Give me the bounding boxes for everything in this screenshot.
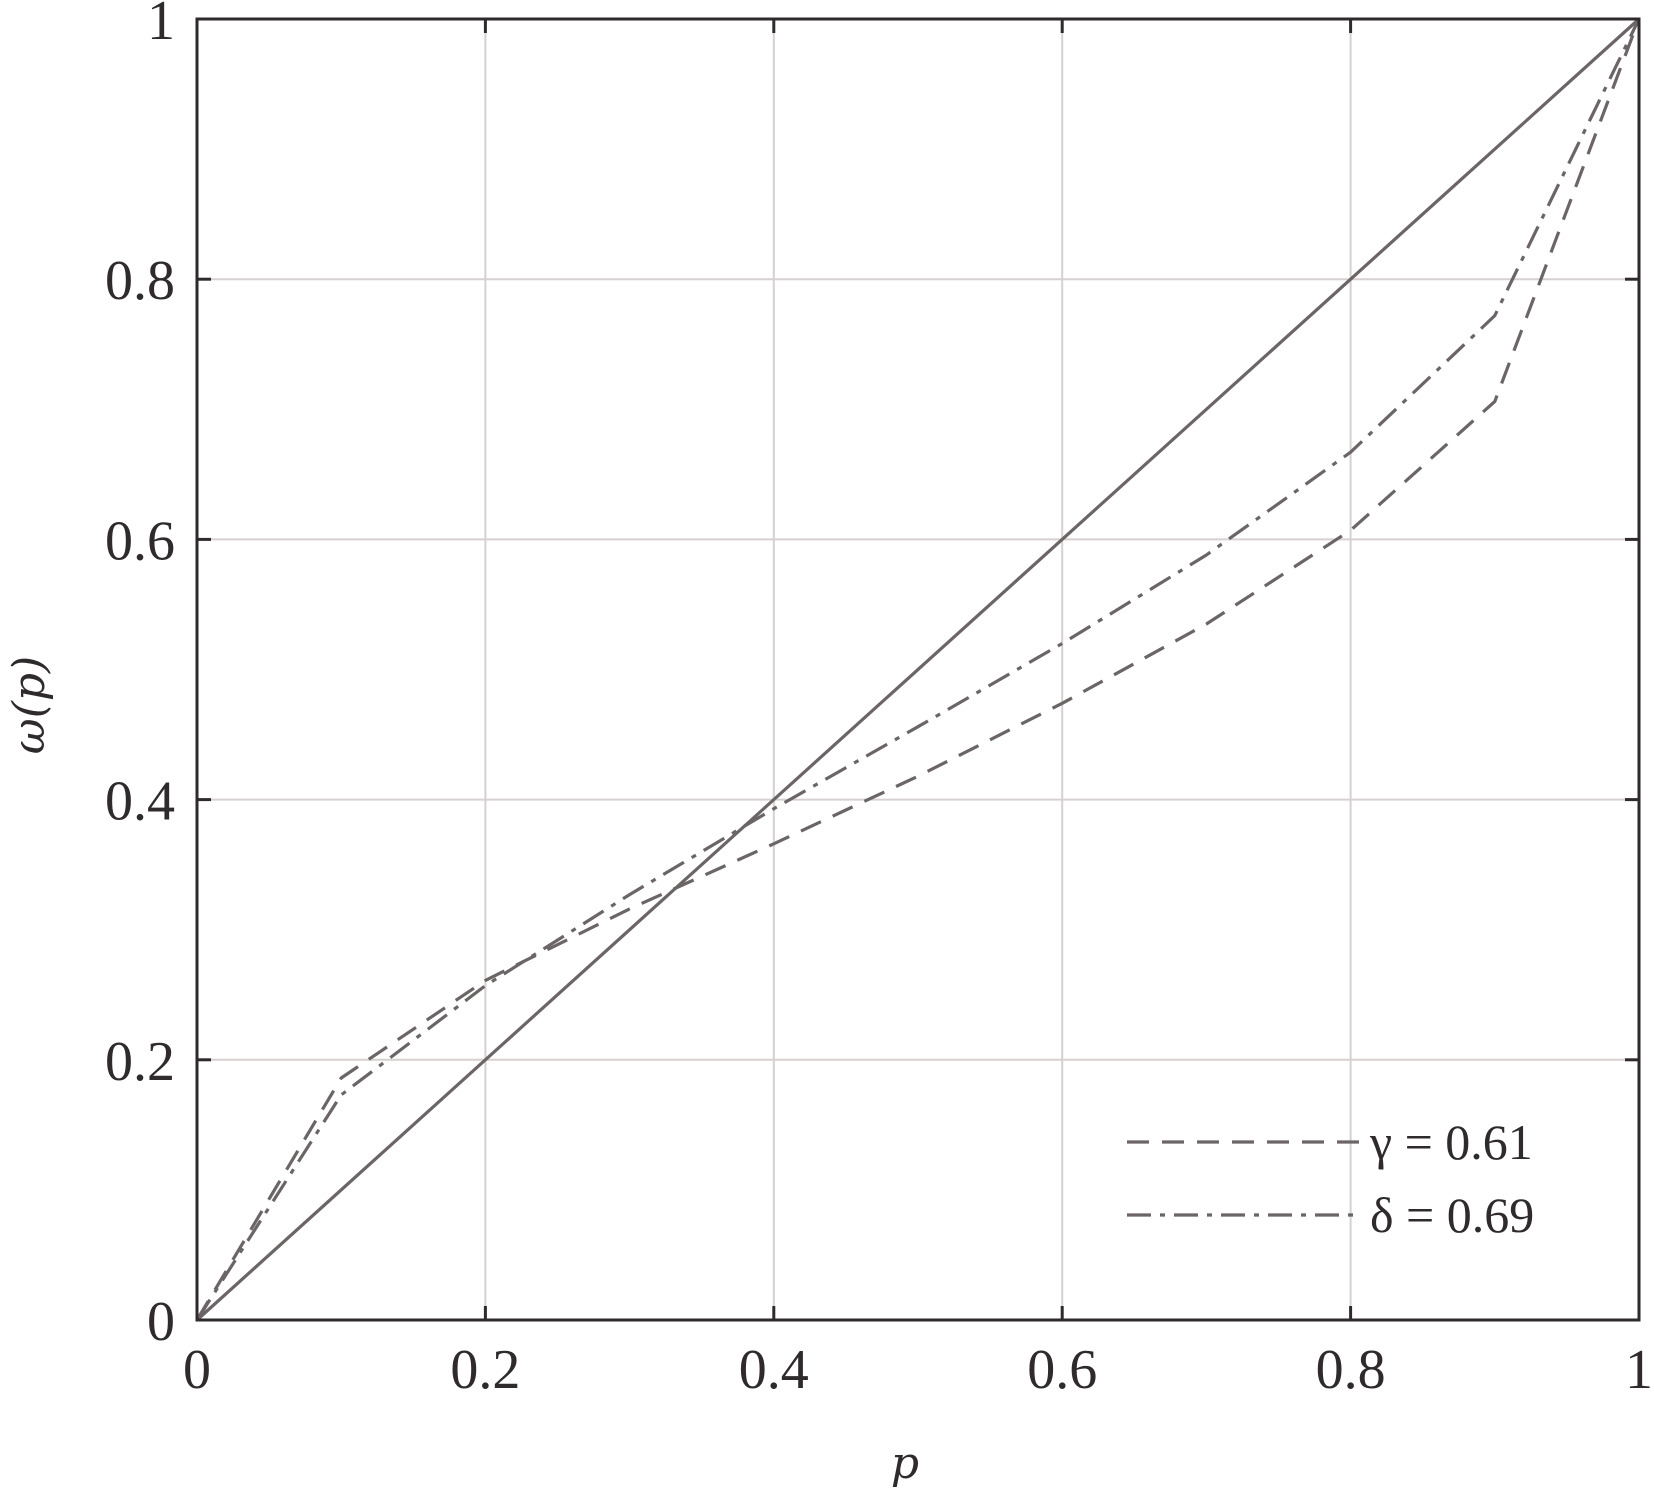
axes: [195, 17, 1641, 1322]
x-tick-label-0: 0: [183, 1339, 211, 1401]
x-tick-label-2: 0.4: [739, 1339, 809, 1401]
x-tick-label-1: 0.2: [450, 1339, 520, 1401]
legend-label-delta: δ = 0.69: [1370, 1187, 1534, 1243]
y-tick-label-2: 0.4: [105, 771, 175, 833]
y-tick-label-3: 0.6: [105, 510, 175, 572]
plot-frame: [195, 17, 1641, 1322]
x-tick-label-3: 0.6: [1027, 1339, 1097, 1401]
series-line-gamma: [195, 18, 1641, 1321]
x-axis-label: p: [891, 1438, 919, 1489]
y-tick-label-4: 0.8: [105, 250, 175, 312]
y-axis-label: ω(p): [4, 656, 55, 754]
x-tick-label-4: 0.8: [1316, 1339, 1386, 1401]
tick-labels: 0 0.2 0.4 0.6 0.8 1 0 0.2 0.4 0.6 0.8 1: [105, 0, 1653, 1401]
series-line-delta: [195, 18, 1641, 1321]
y-tick-label-0: 0: [147, 1291, 175, 1353]
y-tick-label-5: 1: [147, 0, 175, 52]
legend-label-gamma: γ = 0.61: [1369, 1114, 1533, 1170]
grid-lines: [197, 19, 1639, 1320]
series-line-identity: [195, 17, 1641, 1322]
y-tick-label-1: 0.2: [105, 1031, 175, 1093]
series-lines: [195, 17, 1641, 1322]
legend: γ = 0.61 δ = 0.69: [1127, 1114, 1534, 1243]
x-tick-label-5: 1: [1625, 1339, 1653, 1401]
